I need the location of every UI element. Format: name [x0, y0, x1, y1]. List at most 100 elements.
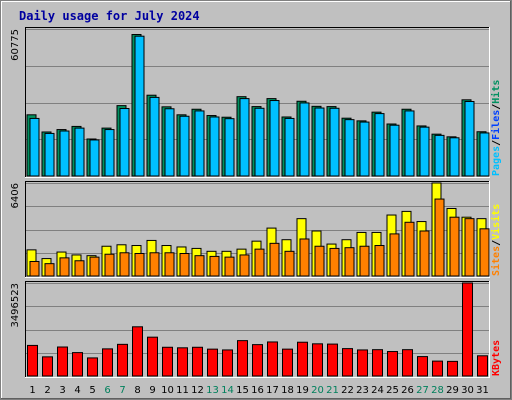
legend-visits: Visits — [490, 204, 502, 240]
bar-sites-day-13 — [209, 255, 220, 277]
bar-pages-day-17 — [269, 100, 280, 177]
bar-kbytes-day-13 — [207, 348, 218, 377]
bar-pages-day-11 — [179, 115, 190, 177]
legend-separator: / — [491, 240, 502, 246]
bar-sites-day-4 — [74, 260, 85, 277]
x-tick-label: 29 — [446, 385, 459, 396]
bar-pages-day-9 — [149, 96, 160, 177]
bar-kbytes-day-15 — [237, 340, 248, 377]
bar-kbytes-day-9 — [147, 336, 158, 377]
legend: KBytes — [491, 340, 502, 376]
bar-kbytes-day-7 — [117, 343, 128, 377]
x-tick-label: 21 — [326, 385, 339, 396]
x-tick-label: 14 — [221, 385, 234, 396]
bar-sites-day-22 — [344, 247, 355, 277]
bar-kbytes-day-29 — [447, 360, 458, 377]
x-tick-label: 5 — [89, 385, 95, 396]
bar-kbytes-day-19 — [297, 341, 308, 377]
bar-pages-day-30 — [464, 101, 475, 177]
bar-kbytes-day-12 — [192, 346, 203, 377]
x-tick-label: 16 — [251, 385, 264, 396]
panels: 60775Pages/Files/Hits6406Sites/Visits349… — [10, 27, 502, 378]
bar-kbytes-day-28 — [432, 360, 443, 377]
bar-kbytes-day-27 — [417, 356, 428, 377]
x-tick-label: 4 — [74, 385, 80, 396]
x-tick-label: 26 — [401, 385, 414, 396]
chart-title: Daily usage for July 2024 — [19, 9, 200, 23]
bar-sites-day-9 — [149, 252, 160, 277]
x-tick-label: 12 — [191, 385, 204, 396]
x-tick-label: 20 — [311, 385, 324, 396]
bar-sites-day-21 — [329, 247, 340, 277]
bar-kbytes-day-21 — [327, 343, 338, 377]
bar-pages-day-4 — [74, 127, 85, 177]
x-tick-label: 10 — [161, 385, 174, 396]
y-tick-label: 3496523 — [10, 283, 21, 328]
bar-sites-day-3 — [59, 257, 70, 277]
x-tick-label: 17 — [266, 385, 279, 396]
bar-pages-day-2 — [44, 132, 55, 177]
x-tick-label: 9 — [149, 385, 155, 396]
bar-sites-day-24 — [374, 245, 385, 277]
bar-pages-day-21 — [329, 107, 340, 177]
bar-sites-day-23 — [359, 245, 370, 277]
legend: Pages/Files/Hits — [490, 80, 502, 176]
x-tick-label: 2 — [44, 385, 50, 396]
panel-3: 3496523 KBytes — [10, 281, 502, 378]
bar-kbytes-day-26 — [402, 349, 413, 377]
x-tick-label: 11 — [176, 385, 189, 396]
bar-kbytes-day-30 — [462, 282, 473, 377]
x-tick-label: 24 — [371, 385, 384, 396]
bar-pages-day-12 — [194, 110, 205, 177]
bar-kbytes-day-4 — [72, 352, 83, 377]
bar-pages-day-13 — [209, 116, 220, 177]
bar-pages-day-24 — [374, 113, 385, 177]
bar-kbytes-day-22 — [342, 348, 353, 377]
x-tick-label: 13 — [206, 385, 219, 396]
x-tick-label: 22 — [341, 385, 354, 396]
bar-sites-day-10 — [164, 252, 175, 277]
bar-pages-day-29 — [449, 137, 460, 177]
x-tick-label: 19 — [296, 385, 309, 396]
bar-sites-day-7 — [119, 252, 130, 277]
bar-sites-day-17 — [269, 242, 280, 277]
bar-kbytes-day-3 — [57, 346, 68, 377]
bar-pages-day-25 — [389, 124, 400, 177]
bar-pages-day-15 — [239, 98, 250, 177]
bar-pages-day-1 — [29, 117, 40, 177]
bar-sites-day-1 — [29, 260, 40, 277]
bar-sites-day-6 — [104, 253, 115, 277]
bar-kbytes-day-25 — [387, 351, 398, 377]
bar-pages-day-14 — [224, 118, 235, 177]
bar-kbytes-day-11 — [177, 347, 188, 377]
legend-separator: / — [491, 104, 502, 110]
bar-sites-day-28 — [434, 198, 445, 277]
x-tick-label: 18 — [281, 385, 294, 396]
bar-pages-day-18 — [284, 117, 295, 177]
legend-pages: Pages — [491, 146, 502, 176]
legend-sites: Sites — [490, 246, 502, 276]
bar-pages-day-5 — [89, 139, 100, 177]
bar-pages-day-26 — [404, 110, 415, 177]
x-tick-label: 28 — [431, 385, 444, 396]
bar-sites-day-15 — [239, 254, 250, 277]
x-tick-label: 27 — [416, 385, 429, 396]
bar-pages-day-8 — [134, 35, 145, 177]
bar-pages-day-6 — [104, 129, 115, 177]
bar-kbytes-day-16 — [252, 344, 263, 377]
bar-pages-day-23 — [359, 121, 370, 177]
bar-sites-day-30 — [464, 218, 475, 277]
x-tick-label: 3 — [59, 385, 65, 396]
y-tick-label: 60775 — [10, 29, 21, 61]
bar-kbytes-day-8 — [132, 326, 143, 377]
bar-pages-day-20 — [314, 107, 325, 177]
bar-pages-day-16 — [254, 107, 265, 177]
bar-sites-day-27 — [419, 230, 430, 277]
bar-sites-day-25 — [389, 233, 400, 277]
x-tick-label: 30 — [461, 385, 474, 396]
bar-kbytes-day-10 — [162, 346, 173, 377]
legend: Sites/Visits — [490, 204, 502, 276]
bar-sites-day-2 — [44, 263, 55, 277]
bar-kbytes-day-17 — [267, 341, 278, 377]
